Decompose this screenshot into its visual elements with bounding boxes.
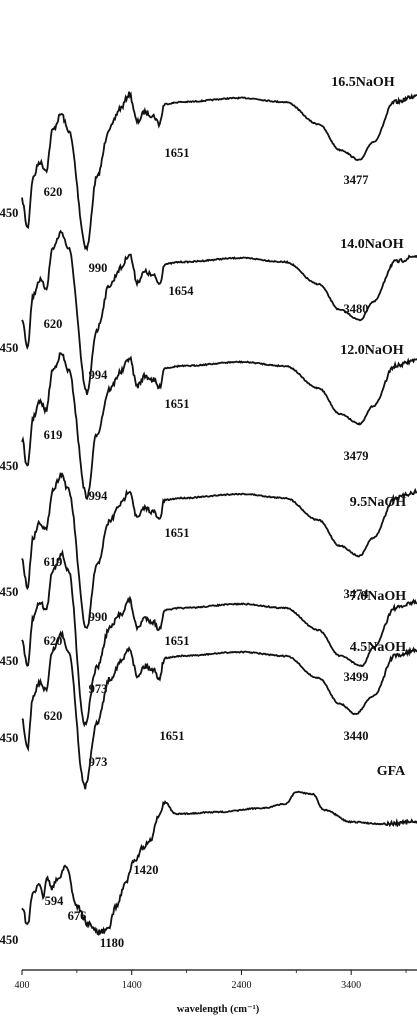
series-name-5: 7.0NaOH (350, 589, 407, 604)
peak-label: 973 (89, 682, 108, 696)
peak-label: 3499 (344, 670, 369, 684)
peak-label: 990 (89, 261, 108, 275)
x-tick-label: 2400 (231, 980, 251, 991)
spectrum-line-1 (21, 91, 417, 252)
peak-label: 3474 (344, 587, 370, 601)
series-name-2: 14.0NaOH (340, 237, 404, 252)
peak-label: 1651 (165, 634, 190, 648)
peak-label: 1654 (169, 284, 195, 298)
peak-label: 1651 (165, 146, 190, 160)
peak-label: 619 (44, 428, 63, 442)
peak-label: 619 (44, 555, 63, 569)
peak-label: 450 (0, 654, 18, 668)
spectrum-line-3 (21, 352, 417, 501)
series-name-1: 16.5NaOH (331, 75, 395, 90)
peak-label: 450 (0, 731, 18, 745)
peak-label: 450 (0, 585, 18, 599)
peak-label: 620 (44, 634, 63, 648)
peak-label: 994 (89, 489, 109, 503)
x-axis-label: wavelength (cm⁻¹) (177, 1004, 260, 1015)
peak-label: 594 (45, 894, 65, 908)
peak-label: 620 (44, 709, 63, 723)
x-tick-label: 3400 (341, 980, 361, 991)
series-name-4: 9.5NaOH (350, 495, 407, 510)
peak-label: 620 (44, 185, 63, 199)
peak-label: 450 (0, 206, 18, 220)
peak-label: 994 (89, 368, 109, 382)
peak-label: 450 (0, 459, 18, 473)
peak-label: 450 (0, 341, 18, 355)
spectrum-line-2 (21, 229, 417, 395)
series-name-3: 12.0NaOH (340, 343, 404, 358)
peak-label: 1651 (165, 526, 190, 540)
peak-label: 3480 (344, 302, 369, 316)
series-name-6: 4.5NaOH (350, 640, 407, 655)
peak-label: 450 (0, 933, 18, 947)
spectrum-line-6 (21, 629, 417, 790)
peak-label: 3479 (344, 449, 369, 463)
peak-label: 620 (44, 317, 63, 331)
spectrum-line-5 (21, 549, 417, 728)
x-tick-label: 400 (15, 980, 30, 991)
peak-label: 1180 (100, 936, 124, 950)
peak-label: 676 (68, 909, 87, 923)
peak-label: 1420 (134, 863, 159, 877)
peak-label: 3440 (344, 729, 369, 743)
peak-label: 990 (89, 610, 108, 624)
spectrum-line-7 (21, 790, 417, 936)
x-tick-label: 1400 (122, 980, 142, 991)
peak-label: 1651 (160, 729, 185, 743)
spectrum-line-4 (21, 472, 417, 630)
series-name-7: GFA (377, 764, 406, 779)
peak-label: 973 (89, 755, 108, 769)
peak-label: 1651 (165, 397, 190, 411)
peak-label: 3477 (344, 173, 369, 187)
